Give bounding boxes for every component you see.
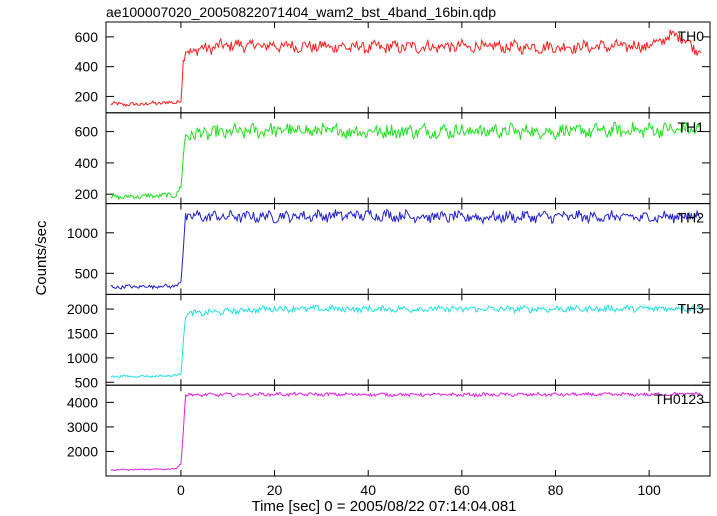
panel-th1: 200 400 600 TH1 (75, 112, 711, 205)
y-tick-label: 600 (75, 124, 99, 140)
y-tick-label: 200 (75, 88, 99, 104)
series-th1 (110, 121, 702, 201)
y-tick-label: 2000 (67, 301, 98, 317)
x-tick-label: 40 (360, 482, 376, 498)
y-tick-label: 200 (75, 186, 99, 202)
series-th0 (110, 29, 702, 107)
x-tick-label: 20 (267, 482, 283, 498)
panel-th0: 200 400 600 TH0 (75, 21, 711, 114)
y-tick-label: 600 (75, 29, 99, 45)
y-tick-label: 400 (75, 155, 99, 171)
y-tick-label: 400 (75, 59, 99, 75)
series-th3 (110, 304, 702, 379)
series-th2 (110, 208, 701, 290)
y-tick-label: 3000 (67, 419, 98, 435)
panel-frame (105, 21, 711, 114)
y-tick-label: 2000 (67, 443, 98, 459)
x-tick-label: 100 (637, 482, 661, 498)
panel-frame (105, 384, 711, 477)
chart-title: ae100007020_20050822071404_wam2_bst_4ban… (106, 4, 496, 20)
y-tick-label: 500 (75, 265, 99, 281)
panel-frame (105, 112, 711, 205)
panel-label: TH0123 (654, 391, 704, 407)
y-tick-label: 1500 (67, 325, 98, 341)
panel-th3: 500 1000 1500 2000 TH3 (67, 293, 711, 390)
x-axis-title: Time [sec] 0 = 2005/08/22 07:14:04.081 (251, 498, 516, 515)
x-tick-label: 60 (454, 482, 470, 498)
panel-label: TH3 (678, 300, 705, 316)
panel-frame (105, 293, 711, 386)
panel-frame (105, 203, 711, 295)
series-th0123 (110, 391, 701, 472)
x-tick-label: 80 (548, 482, 564, 498)
y-tick-label: 1000 (67, 225, 98, 241)
panel-th0123: 2000 3000 4000 TH0123 (67, 384, 711, 477)
y-tick-label: 500 (75, 374, 99, 390)
y-tick-label: 1000 (67, 350, 98, 366)
panel-label: TH2 (678, 210, 705, 226)
y-axis-title: Counts/sec (33, 220, 50, 296)
panel-th2: 500 1000 TH2 (67, 203, 711, 295)
panels: 200 400 600 TH0 200 400 600 TH1 500 1000 TH2 500 100… (67, 21, 711, 477)
x-tick-label: 0 (177, 482, 185, 498)
x-axis-ticks: 0 20 40 60 80 100 (177, 482, 661, 498)
y-tick-label: 4000 (67, 394, 98, 410)
panel-label: TH0 (678, 28, 705, 44)
panel-label: TH1 (678, 119, 705, 135)
